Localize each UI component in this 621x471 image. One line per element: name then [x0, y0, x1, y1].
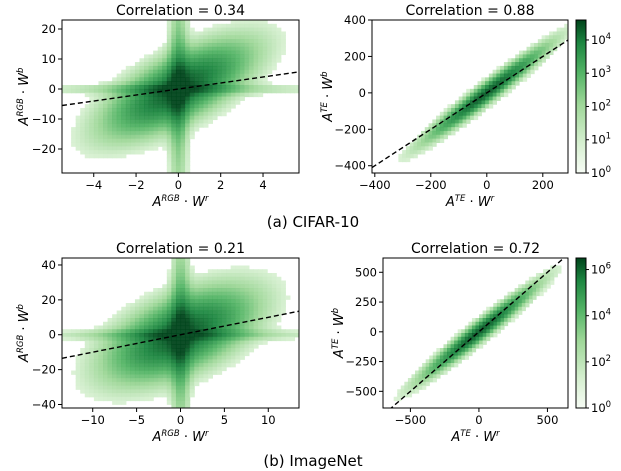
x-axis-label: ATE · Wr	[450, 429, 500, 445]
x-tick-label: 500	[536, 413, 558, 427]
y-tick-label: 200	[344, 49, 366, 63]
y-tick-label: 0	[49, 82, 56, 96]
caption-a: (a) CIFAR-10	[267, 213, 359, 231]
chart-panel-2: −400 −200 0 200 −400 −200 0 200 400 Correlation =…	[320, 3, 611, 210]
chart-panel-4: −500 0 500 −500 −250 0 250 500 Correlation = 0.7…	[331, 241, 611, 445]
density-plot	[393, 265, 562, 402]
identity-line	[62, 310, 299, 359]
y-tick-label: 0	[49, 328, 56, 342]
colorbar-tick-label: 101	[591, 132, 611, 147]
y-axis-label: ATE · Wb	[331, 308, 347, 359]
y-tick-label: 400	[344, 13, 366, 27]
colorbar: 100 102 104 106	[575, 257, 611, 415]
y-axis-label: ATE · Wb	[320, 71, 336, 122]
x-axis-label: ATE · Wr	[445, 194, 495, 210]
y-tick-label: 10	[41, 52, 56, 66]
chart-title: Correlation = 0.34	[116, 3, 245, 19]
x-tick-label: 4	[259, 178, 266, 192]
chart-title: Correlation = 0.72	[411, 241, 540, 257]
y-tick-label: 500	[355, 265, 377, 279]
axes-frame	[371, 19, 569, 174]
density-plot	[62, 20, 299, 173]
chart-title: Correlation = 0.21	[116, 241, 245, 257]
y-tick-label: −250	[345, 355, 377, 369]
identity-line	[372, 39, 568, 169]
x-tick-label: 2	[217, 178, 224, 192]
y-tick-label: 0	[359, 86, 366, 100]
y-tick-label: 40	[41, 258, 56, 272]
colorbar-tick-label: 104	[591, 32, 611, 47]
colorbar-tick-label: 103	[591, 65, 611, 80]
x-tick-label: 200	[532, 178, 554, 192]
x-tick-label: 10	[261, 413, 276, 427]
colorbar: 100 101 102 103 104	[575, 19, 611, 180]
density-plot	[62, 258, 299, 408]
colorbar-tick-label: 104	[591, 308, 611, 323]
density-plot	[398, 23, 568, 163]
y-tick-label: −20	[32, 142, 56, 156]
x-tick-label: −4	[85, 178, 102, 192]
axes-frame	[382, 257, 569, 409]
x-tick-label: 0	[175, 178, 182, 192]
y-tick-label: −500	[345, 384, 377, 398]
y-tick-label: 20	[41, 293, 56, 307]
caption-b: (b) ImageNet	[263, 452, 362, 470]
x-axis-label: ARGB · Wr	[152, 429, 210, 445]
colorbar-tick-label: 102	[591, 354, 611, 369]
x-axis-label: ARGB · Wr	[152, 194, 210, 210]
x-tick-label: 5	[221, 413, 228, 427]
y-tick-label: 250	[355, 295, 377, 309]
colorbar-tick-label: 100	[591, 400, 611, 415]
colorbar-tick-label: 102	[591, 98, 611, 113]
y-tick-label: 0	[370, 325, 377, 339]
x-tick-label: −500	[395, 413, 427, 427]
y-tick-label: −400	[334, 159, 366, 173]
chart-title: Correlation = 0.88	[405, 3, 534, 19]
x-tick-label: −5	[128, 413, 145, 427]
y-tick-label: −20	[32, 363, 56, 377]
identity-line	[390, 258, 565, 408]
x-tick-label: 0	[177, 413, 184, 427]
x-tick-label: 0	[475, 413, 482, 427]
chart-panel-3: −10 −5 0 5 10 −40 −20 0 20 40 Correlation = 0.21 AR…	[16, 241, 300, 445]
y-tick-label: −40	[32, 398, 56, 412]
colorbar-tick-label: 100	[591, 165, 611, 180]
axes-frame	[61, 19, 300, 174]
x-tick-label: −200	[415, 178, 447, 192]
y-axis-label: ARGB · Wb	[16, 68, 32, 127]
x-tick-label: −400	[359, 178, 391, 192]
y-tick-label: 20	[41, 22, 56, 36]
y-tick-label: −200	[334, 122, 366, 136]
x-tick-label: −10	[81, 413, 105, 427]
colorbar-tick-label: 106	[591, 262, 611, 277]
y-axis-label: ARGB · Wb	[16, 304, 32, 363]
x-tick-label: 0	[483, 178, 490, 192]
y-tick-label: −10	[32, 112, 56, 126]
x-tick-label: −2	[128, 178, 145, 192]
